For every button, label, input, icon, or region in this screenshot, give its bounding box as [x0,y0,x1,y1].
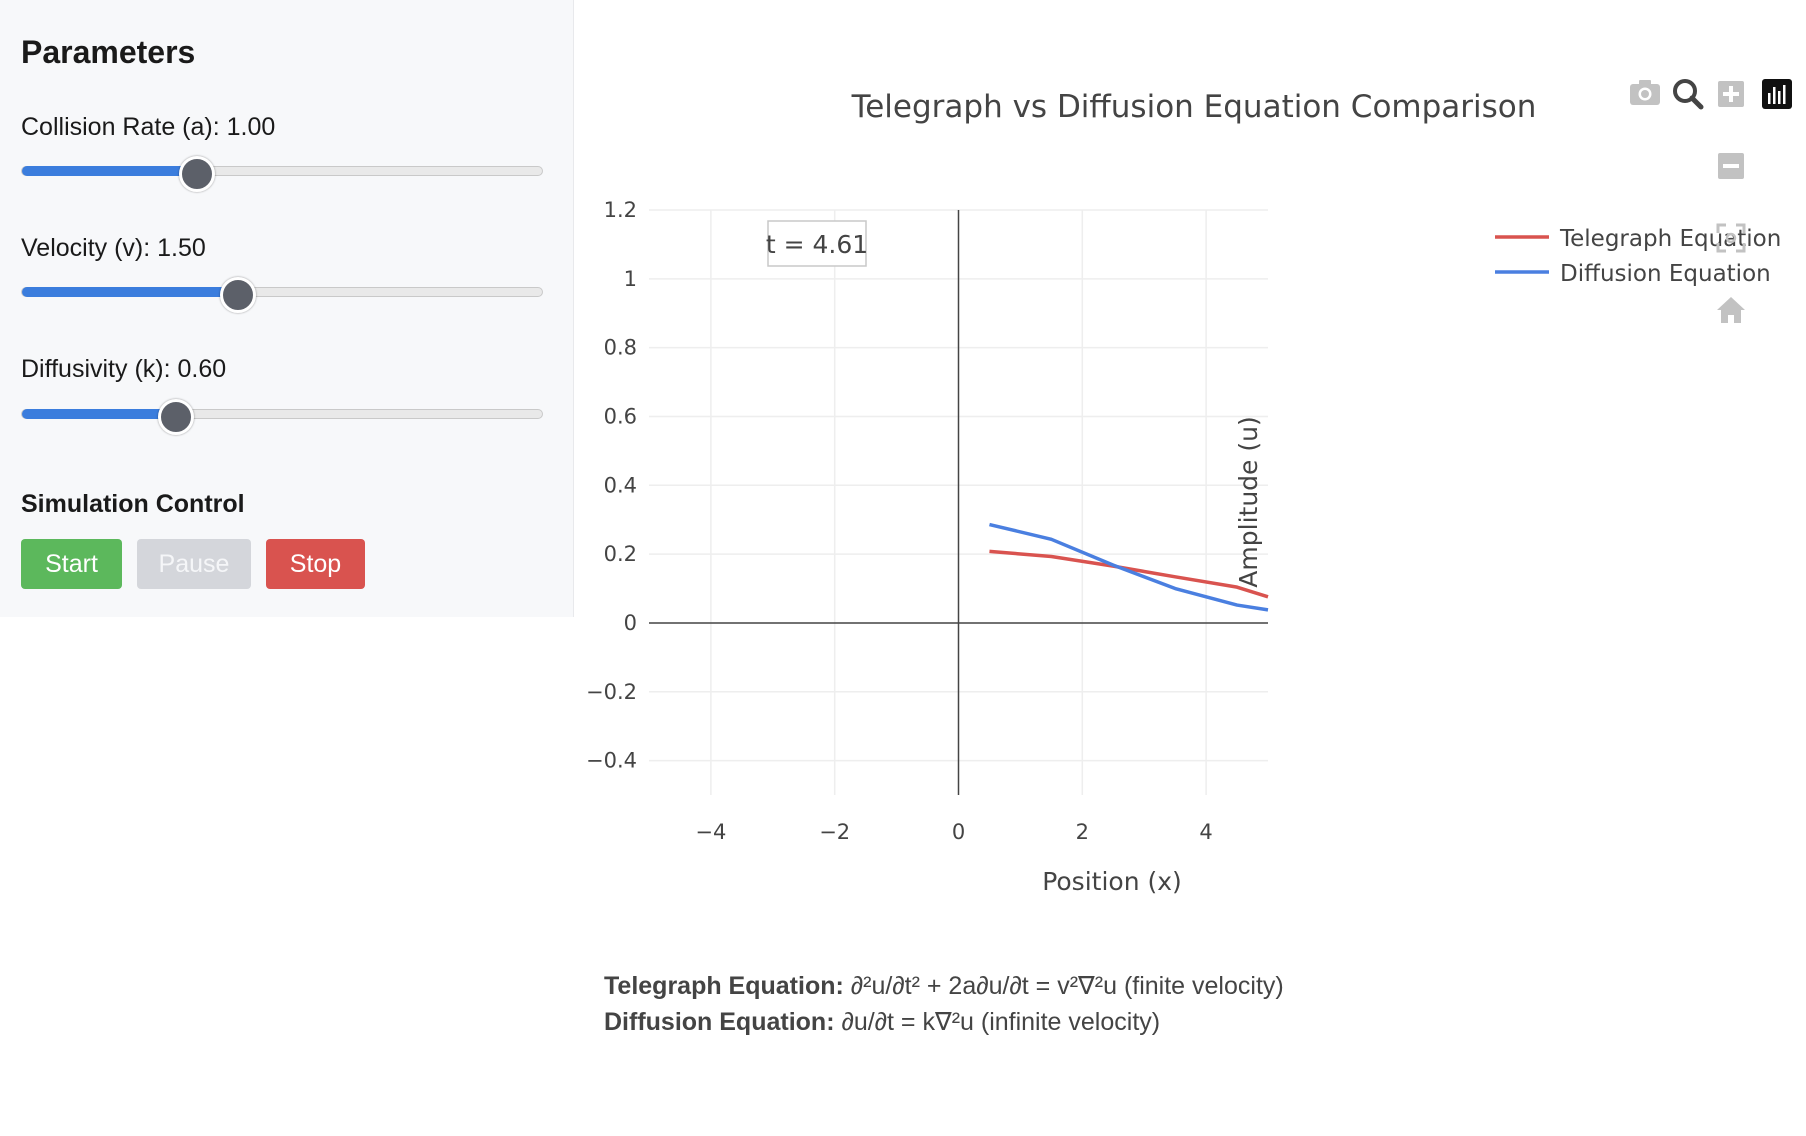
diffusion-equation-line: Diffusion Equation: ∂u/∂t = k∇²u (infini… [604,1004,1284,1040]
legend: Telegraph Equation Diffusion Equation [1495,226,1781,287]
x-tick-label: 4 [1199,820,1212,844]
y-tick-label: 1.2 [604,198,637,222]
comparison-chart: Telegraph vs Diffusion Equation Comparis… [586,79,1792,896]
y-tick-label: −0.2 [586,680,637,704]
y-axis-label: Amplitude (u) [1234,416,1263,587]
slider-fill [22,287,236,297]
x-tick-label: −2 [819,820,850,844]
y-tick-label: 0.2 [604,542,637,566]
time-annotation-text: t = 4.61 [766,230,868,259]
diffusion-equation-text: ∂u/∂t = k∇²u (infinite velocity) [834,1008,1161,1036]
stop-button[interactable]: Stop [266,539,365,589]
slider-fill [22,166,194,176]
equation-notes: Telegraph Equation: ∂²u/∂t² + 2a∂u/∂t = … [604,968,1284,1040]
chart-ticks: −4 −2 0 2 4 −0.4 −0.2 0 0.2 0.4 0.6 0.8 1 1.2 [586,198,1213,844]
chart-series [989,522,1269,612]
x-tick-label: 0 [952,820,965,844]
modebar [1630,79,1792,323]
legend-telegraph-label: Telegraph Equation [1559,226,1781,252]
velocity-slider[interactable] [21,277,543,313]
y-tick-label: −0.4 [586,749,637,773]
collision-rate-label: Collision Rate (a): 1.00 [21,113,276,141]
diffusion-line [989,522,1269,612]
x-tick-label: −4 [695,820,726,844]
telegraph-equation-text: ∂²u/∂t² + 2a∂u/∂t = v²∇²u (finite veloci… [843,972,1284,1000]
diffusion-equation-label: Diffusion Equation: [604,1008,835,1036]
slider-fill [22,409,173,419]
camera-icon[interactable] [1630,80,1660,105]
autoscale-icon[interactable] [1716,223,1746,253]
zoom-icon[interactable] [1673,79,1704,110]
y-tick-label: 0 [624,611,637,635]
simulation-control-title: Simulation Control [21,490,245,518]
home-icon[interactable] [1717,297,1745,323]
telegraph-equation-line: Telegraph Equation: ∂²u/∂t² + 2a∂u/∂t = … [604,968,1284,1004]
collision-rate-slider[interactable] [21,156,543,192]
zoom-in-icon[interactable] [1718,81,1744,107]
slider-thumb[interactable] [157,399,194,435]
pause-button[interactable]: Pause [137,539,251,589]
start-button[interactable]: Start [21,539,122,589]
chart-grid [649,209,1268,795]
chart-title: Telegraph vs Diffusion Equation Comparis… [851,89,1537,125]
slider-thumb[interactable] [220,277,257,313]
y-tick-label: 0.4 [604,473,637,497]
x-tick-label: 2 [1076,820,1089,844]
zoom-out-icon[interactable] [1718,153,1744,179]
telegraph-equation-label: Telegraph Equation: [604,972,844,1000]
y-tick-label: 1 [624,267,637,291]
parameters-panel: Parameters Collision Rate (a): 1.00 Velo… [0,0,574,617]
diffusivity-label: Diffusivity (k): 0.60 [21,355,227,383]
y-tick-label: 0.8 [604,336,637,360]
y-tick-label: 0.6 [604,404,637,428]
panel-title: Parameters [21,34,196,70]
time-annotation: t = 4.61 [766,220,868,267]
diffusivity-slider[interactable] [21,399,543,435]
x-axis-label: Position (x) [1042,867,1182,896]
legend-diffusion-label: Diffusion Equation [1560,261,1771,287]
velocity-label: Velocity (v): 1.50 [21,234,206,262]
slider-thumb[interactable] [178,156,215,192]
telegraph-line [989,549,1269,599]
plotly-logo-icon[interactable] [1762,79,1792,109]
